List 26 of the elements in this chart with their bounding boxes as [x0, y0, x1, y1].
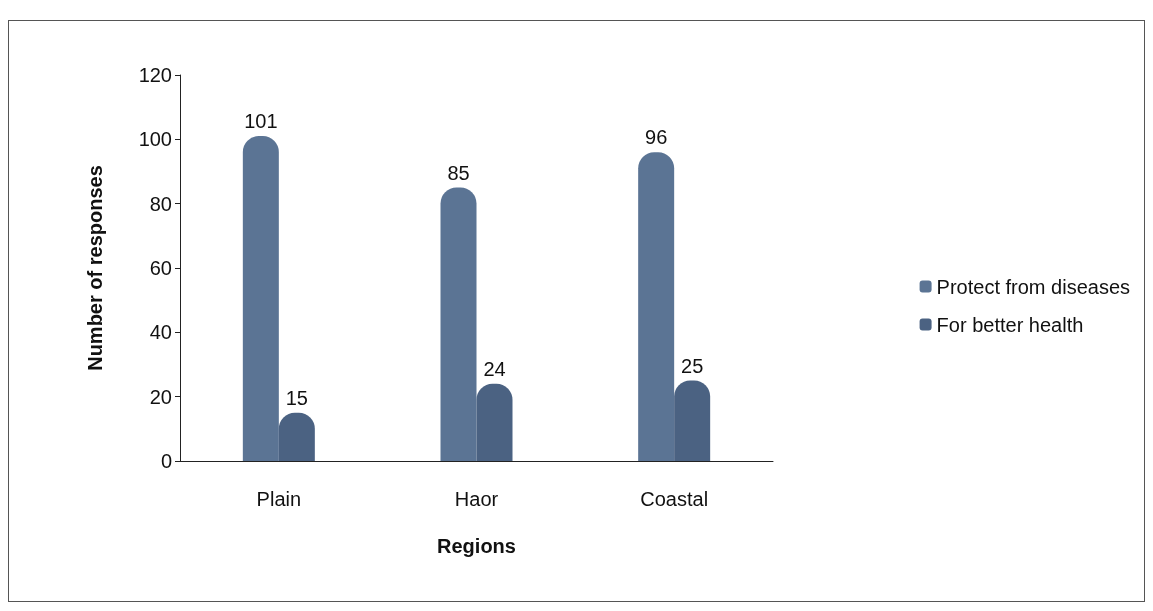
- y-axis-title: Number of responses: [84, 165, 106, 371]
- y-tick-label: 60: [149, 257, 172, 279]
- bar: [440, 187, 477, 461]
- data-label: 85: [447, 161, 470, 184]
- y-tick-label: 0: [160, 450, 172, 472]
- bar: [476, 383, 513, 461]
- bar: [242, 136, 279, 461]
- data-label: 25: [681, 354, 704, 377]
- y-tick-label: 80: [149, 192, 172, 215]
- x-tick-label: Plain: [256, 488, 302, 510]
- bar: [674, 380, 711, 461]
- y-tick-label: 100: [138, 128, 172, 151]
- x-tick-label: Haor: [454, 488, 499, 510]
- y-tick-label: 120: [138, 64, 172, 86]
- data-label: 15: [285, 386, 308, 409]
- data-label: 24: [483, 357, 506, 380]
- y-tick-label: 40: [149, 321, 172, 344]
- legend-label: Protect from diseases: [936, 275, 1131, 298]
- y-tick-label: 20: [149, 385, 172, 408]
- bar: [638, 152, 675, 461]
- bar: [278, 412, 315, 461]
- data-label: 101: [244, 110, 278, 133]
- data-label: 96: [645, 126, 668, 149]
- x-tick-label: Coastal: [640, 488, 709, 510]
- x-axis-title: Regions: [437, 535, 516, 557]
- legend-label: For better health: [936, 313, 1084, 336]
